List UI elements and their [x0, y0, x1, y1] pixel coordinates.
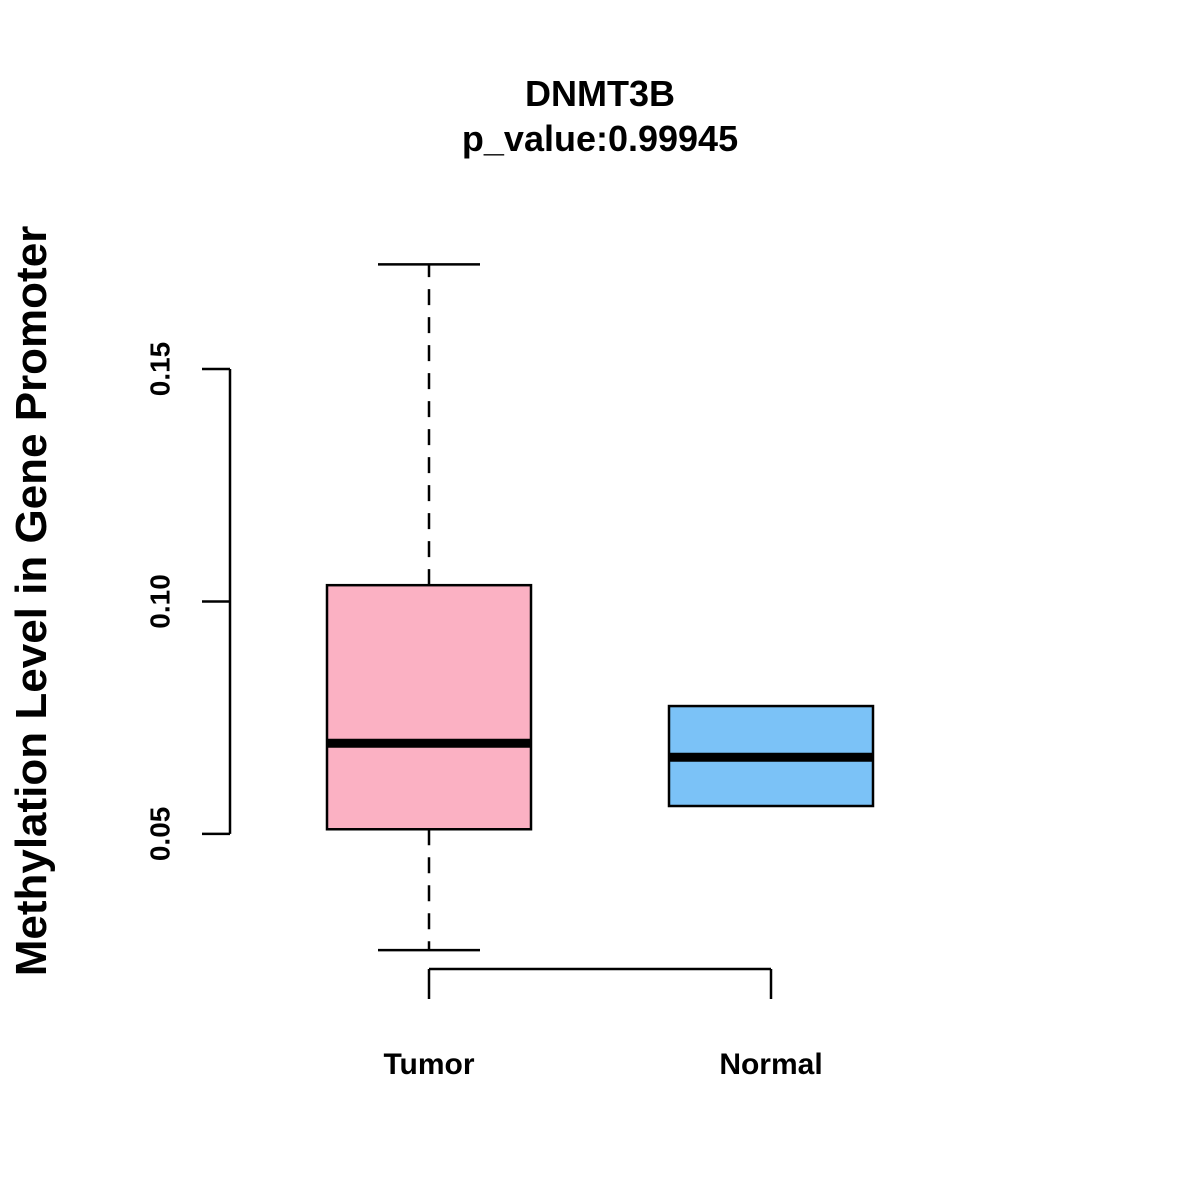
- y-axis-label: Methylation Level in Gene Promoter: [7, 226, 56, 977]
- tumor-box: [325, 583, 533, 831]
- plot-area: 0.05 0.10 0.15 Tumor Normal: [145, 263, 875, 1081]
- y-tick-label: 0.15: [145, 342, 176, 397]
- x-tick-label-tumor: Tumor: [383, 1048, 474, 1081]
- chart-title: DNMT3B: [525, 73, 675, 114]
- y-tick-label: 0.05: [145, 807, 176, 862]
- x-tick-label-normal: Normal: [719, 1048, 822, 1081]
- y-tick-label: 0.10: [145, 574, 176, 629]
- chart-subtitle: p_value:0.99945: [462, 118, 738, 159]
